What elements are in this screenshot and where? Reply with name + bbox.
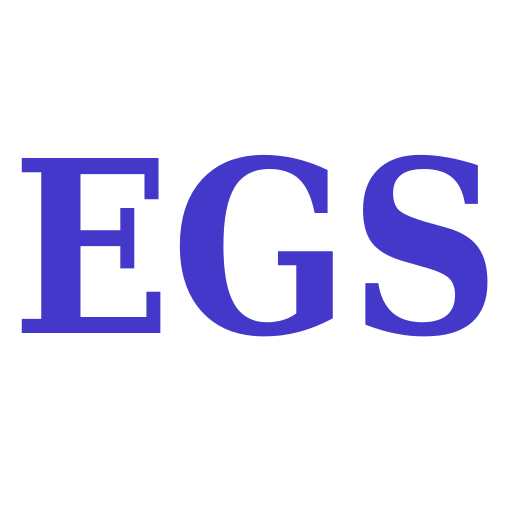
logo-wordmark: EGS: [12, 108, 500, 390]
